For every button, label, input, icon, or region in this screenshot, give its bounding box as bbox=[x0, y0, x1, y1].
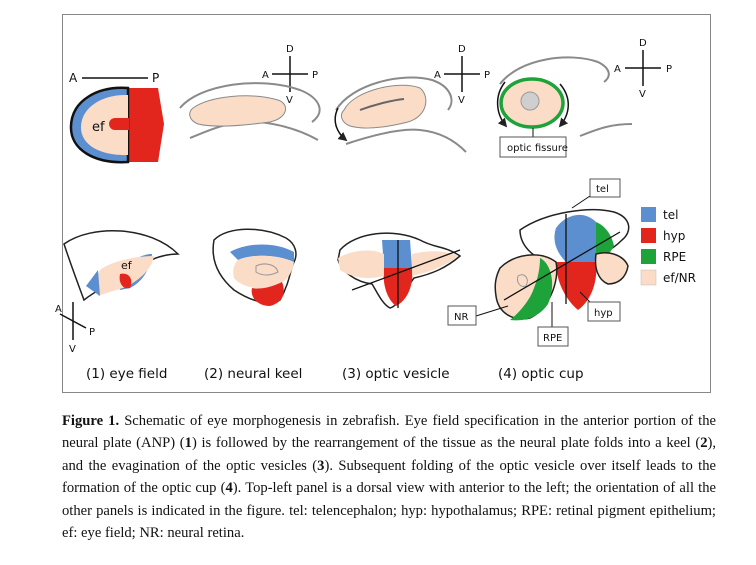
axis-d-label: D bbox=[639, 38, 647, 49]
hyp-box bbox=[587, 301, 621, 322]
caption-ref-4: 4 bbox=[225, 480, 233, 497]
stage-4-optic-cup: tel NR RPE hyp bbox=[447, 178, 630, 347]
ef-label: ef bbox=[92, 120, 105, 135]
legend-label-hyp: hyp bbox=[663, 229, 685, 243]
stage-1-eye-field: ef A P V bbox=[55, 229, 180, 355]
caption-text-3: ), and the evagination of the optic vesi… bbox=[62, 435, 716, 474]
ef-region bbox=[80, 94, 128, 156]
axis-d-label: D bbox=[286, 44, 294, 55]
stage-label-1: (1) eye field bbox=[86, 366, 167, 382]
nr-box-label: NR bbox=[454, 312, 468, 323]
axis-a-label: A bbox=[614, 64, 621, 75]
caption-text-5: ). Top-left panel is a dorsal view with … bbox=[62, 480, 717, 542]
legend-swatch-ef-nr bbox=[640, 269, 657, 286]
axis-p-label: P bbox=[484, 70, 490, 81]
hyp-region bbox=[128, 88, 164, 162]
hyp-box-label: hyp bbox=[594, 308, 613, 319]
axis-a-label: A bbox=[262, 70, 269, 81]
nr-box bbox=[447, 305, 477, 326]
axis-p-label: P bbox=[152, 71, 159, 85]
axis-v-label: V bbox=[639, 89, 646, 100]
stage-label-4: (4) optic cup bbox=[498, 366, 584, 382]
lateral-view-4: D V A P optic fissure bbox=[496, 38, 672, 158]
caption-ref-3: 3 bbox=[317, 457, 325, 474]
caption-text-2: ) is followed by the rearrangement of th… bbox=[191, 435, 701, 452]
legend-label-ef-nr: ef/NR bbox=[663, 271, 696, 285]
axis-v-label: V bbox=[458, 95, 465, 106]
optic-fissure-label: optic fissure bbox=[507, 143, 568, 154]
caption-ref-2: 2 bbox=[700, 435, 708, 452]
dorsal-view-eye-field: A P ef bbox=[69, 71, 164, 164]
axis-d-label: D bbox=[458, 44, 466, 55]
caption-ref-1: 1 bbox=[184, 435, 192, 452]
caption-text-1: Schematic of eye morphogenesis in zebraf… bbox=[62, 413, 717, 452]
tel-box bbox=[589, 178, 621, 198]
stage-label-3: (3) optic vesicle bbox=[342, 366, 450, 382]
axis-v-label: V bbox=[286, 95, 293, 106]
axis-p-label: P bbox=[666, 64, 672, 75]
lateral-view-2: D V A P bbox=[179, 44, 321, 141]
caption-text-4: ). Subsequent folding of the optic vesic… bbox=[62, 457, 716, 497]
legend-label-tel: tel bbox=[663, 208, 678, 222]
ef-small-label: ef bbox=[121, 259, 133, 272]
stage-labels: (1) eye field (2) neural keel (3) optic … bbox=[86, 366, 584, 382]
stage-3-optic-vesicle bbox=[337, 232, 462, 309]
stage-label-2: (2) neural keel bbox=[204, 366, 302, 382]
figure-caption: Figure 1. Schematic of eye morphogenesis… bbox=[62, 410, 716, 544]
figure-label: Figure 1. bbox=[62, 413, 120, 429]
legend-swatch-hyp bbox=[641, 228, 656, 243]
axis-p-label: P bbox=[312, 70, 318, 81]
axis-a-label: A bbox=[55, 304, 62, 315]
legend-swatch-rpe bbox=[641, 249, 656, 264]
axis-p-label: P bbox=[89, 327, 95, 338]
schematic-figure: A P ef D V A P D V A P D V bbox=[55, 38, 696, 382]
rpe-box-label: RPE bbox=[543, 333, 562, 344]
axis-a-label: A bbox=[434, 70, 441, 81]
rpe-box bbox=[537, 326, 569, 347]
legend-swatch-tel bbox=[641, 207, 656, 222]
axis-v-label: V bbox=[69, 344, 76, 355]
legend: tel hyp RPE ef/NR bbox=[640, 207, 696, 286]
figure-panel bbox=[62, 14, 711, 393]
tel-box-label: tel bbox=[596, 184, 609, 195]
optic-fissure-box bbox=[499, 136, 567, 158]
lateral-view-3: D V A P bbox=[334, 44, 490, 153]
legend-label-rpe: RPE bbox=[663, 250, 686, 264]
axis-a-label: A bbox=[69, 71, 78, 85]
stage-2-neural-keel bbox=[212, 228, 297, 306]
